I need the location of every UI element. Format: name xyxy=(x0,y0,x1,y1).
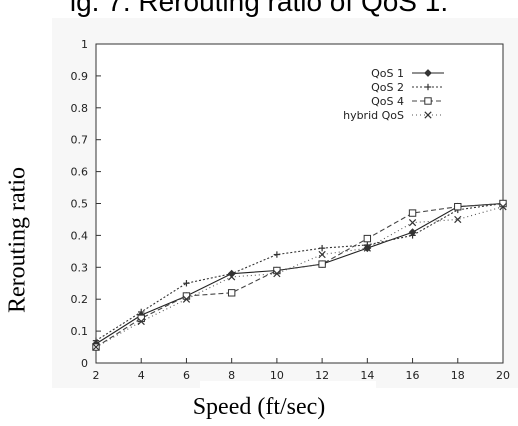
y-tick-label: 0.1 xyxy=(71,325,89,338)
data-point xyxy=(273,251,281,258)
data-point xyxy=(408,209,417,217)
y-tick-label: 0.8 xyxy=(71,102,89,115)
y-tick-label: 1 xyxy=(81,38,88,51)
x-tick-label: 10 xyxy=(270,369,284,382)
data-point xyxy=(227,289,236,297)
axes: 00.10.20.30.40.50.60.70.80.912 4 6 8 10 12 14 1… xyxy=(71,38,511,382)
data-point xyxy=(424,97,432,105)
marker-stroke xyxy=(273,270,281,278)
marker-stroke xyxy=(454,215,462,224)
series-line xyxy=(95,202,504,348)
x-tick-label: 12 xyxy=(315,369,329,382)
y-tick-label: 0.9 xyxy=(71,70,89,83)
x-tick-label: 6 xyxy=(183,369,190,382)
data-point xyxy=(228,273,236,281)
y-tick-label: 0.2 xyxy=(71,293,89,306)
marker-stroke xyxy=(363,244,371,252)
data-point xyxy=(137,317,145,326)
data-point xyxy=(318,250,326,259)
plot-area xyxy=(95,43,504,364)
series-layer xyxy=(92,199,507,351)
marker-stroke xyxy=(318,250,326,259)
data-point xyxy=(499,199,507,208)
data-point xyxy=(92,343,100,351)
y-tick-label: 0 xyxy=(81,357,88,370)
data-point xyxy=(424,83,432,91)
x-tick-label: 20 xyxy=(496,369,510,382)
data-point xyxy=(424,111,432,119)
series-4 xyxy=(92,203,507,351)
x-tick-label: 4 xyxy=(138,369,145,382)
data-point xyxy=(273,270,281,278)
figure-caption: ig. 7. Rerouting ratio of QoS 1. xyxy=(69,0,449,17)
data-point xyxy=(183,280,190,287)
legend-label: hybrid QoS xyxy=(343,109,404,122)
marker-stroke xyxy=(408,219,417,227)
x-axis-label: Speed (ft/sec) xyxy=(192,394,326,420)
data-point xyxy=(363,234,372,243)
data-point xyxy=(499,203,507,211)
data-point xyxy=(408,219,417,227)
legend-label: QoS 2 xyxy=(371,81,404,94)
x-tick-label: 14 xyxy=(360,369,374,382)
x-tick-label: 2 xyxy=(93,369,100,382)
data-point xyxy=(182,295,191,303)
x-label-mask xyxy=(200,381,376,393)
data-point xyxy=(364,241,371,249)
data-point xyxy=(318,260,326,268)
x-tick-label: 8 xyxy=(228,369,235,382)
data-point xyxy=(228,270,235,277)
marker-stroke xyxy=(228,273,236,281)
x-tick-label: 16 xyxy=(406,369,420,382)
marker-stroke xyxy=(424,111,432,119)
data-point xyxy=(424,69,432,77)
data-point xyxy=(137,314,145,323)
marker-stroke xyxy=(499,203,507,211)
y-tick-label: 0.5 xyxy=(71,198,89,211)
y-tick-label: 0.4 xyxy=(71,229,89,242)
series-line xyxy=(95,202,504,342)
data-point xyxy=(138,308,145,316)
y-axis-label: Rerouting ratio xyxy=(4,167,31,313)
marker-stroke xyxy=(182,295,191,303)
legend-label: QoS 1 xyxy=(371,67,404,80)
data-point xyxy=(363,244,371,252)
y-tick-label: 0.7 xyxy=(71,134,89,147)
marker-stroke xyxy=(137,317,145,326)
series-line xyxy=(95,202,504,345)
data-point xyxy=(318,244,326,252)
data-point xyxy=(409,232,416,239)
x-tick-label: 18 xyxy=(451,369,465,382)
data-point xyxy=(92,337,100,344)
y-tick-label: 0.6 xyxy=(71,166,89,179)
data-point xyxy=(454,215,462,224)
y-tick-label: 0.3 xyxy=(71,261,89,274)
legend-label: QoS 4 xyxy=(371,95,404,108)
data-point xyxy=(454,202,462,211)
marker-stroke xyxy=(92,343,100,351)
